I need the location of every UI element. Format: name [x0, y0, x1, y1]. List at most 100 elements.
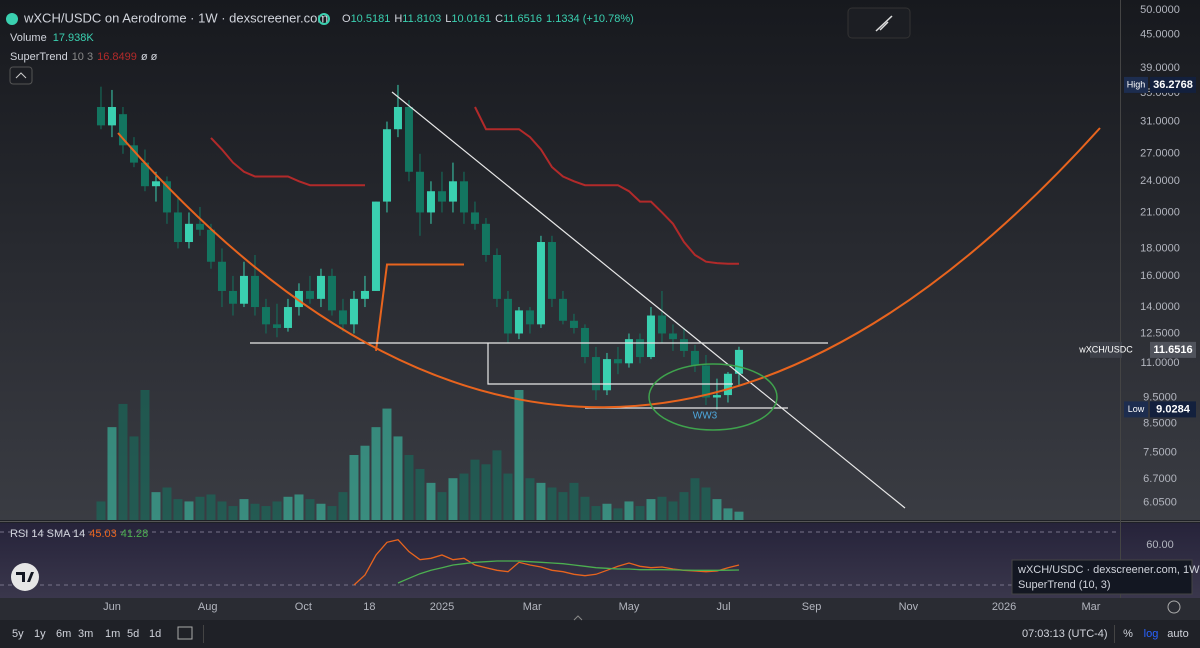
- arc-drawing[interactable]: [117, 127, 1101, 409]
- volume-bar: [481, 464, 491, 520]
- volume-bar: [173, 499, 183, 520]
- volume-name: Volume: [10, 32, 47, 44]
- candle-body: [690, 350, 699, 366]
- candle-body: [173, 212, 182, 243]
- x-tick-label: Aug: [198, 601, 218, 613]
- volume-bar: [536, 482, 546, 520]
- volume-bar: [437, 492, 447, 520]
- brush-icon: [875, 15, 893, 32]
- price-label-value: 11.6516: [1153, 344, 1192, 356]
- draw-toolbar[interactable]: [847, 7, 911, 39]
- volume-bar: [162, 487, 172, 520]
- collapse-button[interactable]: [9, 66, 33, 85]
- range-button[interactable]: 1y: [34, 628, 46, 640]
- expand-arrow[interactable]: [573, 615, 583, 621]
- y-tick-label: 11.0000: [1141, 357, 1180, 369]
- clock: 07:03:13 (UTC-4): [1022, 628, 1108, 640]
- supertrend-params: 10 3: [72, 51, 93, 63]
- settings-icon[interactable]: [1167, 600, 1181, 614]
- volume-bar: [250, 503, 260, 520]
- rsi-value: 45.03: [89, 528, 117, 540]
- candle-body: [250, 275, 259, 308]
- volume-bar: [591, 506, 601, 520]
- range-button[interactable]: 5d: [127, 628, 139, 640]
- y-tick-label: 18.0000: [1140, 242, 1180, 254]
- auto-toggle[interactable]: auto: [1167, 628, 1188, 640]
- candle-body: [107, 106, 116, 126]
- x-tick-label: 18: [363, 601, 375, 613]
- candle-body: [283, 307, 292, 328]
- volume-bar: [580, 496, 590, 520]
- y-tick-label: 9.5000: [1143, 391, 1177, 403]
- candle-body: [437, 191, 446, 202]
- candle-body: [228, 290, 237, 304]
- volume-bar: [206, 494, 216, 520]
- candle-body: [635, 339, 644, 358]
- ohlc-label: H: [394, 13, 402, 25]
- volume-bar: [151, 492, 161, 520]
- candle-body: [547, 242, 556, 299]
- tooltip-line: wXCH/USDC · dexscreener.com, 1W: [1017, 564, 1200, 576]
- range-button[interactable]: 5y: [12, 628, 24, 640]
- y-tick-label: 31.0000: [1140, 115, 1180, 127]
- chart-title: wXCH/USDC on Aerodrome · 1W · dexscreene…: [23, 10, 328, 25]
- tooltip-line: SuperTrend (10, 3): [1018, 579, 1111, 591]
- percent-toggle[interactable]: %: [1123, 628, 1133, 640]
- candle-body: [679, 339, 688, 351]
- price-label-name: Low: [1128, 404, 1145, 414]
- range-button[interactable]: 3m: [78, 628, 93, 640]
- candle-body: [448, 181, 457, 202]
- range-button[interactable]: 1d: [149, 628, 161, 640]
- range-button[interactable]: 1m: [105, 628, 120, 640]
- candle-body: [657, 315, 666, 334]
- ohlc-value: 10.0161: [451, 13, 491, 25]
- ohlc-value: 11.6516: [503, 13, 542, 25]
- y-tick-label: 39.0000: [1140, 62, 1180, 74]
- supertrend-value: 16.8499: [97, 51, 137, 63]
- x-tick-label: Nov: [899, 601, 919, 613]
- volume-bar: [382, 408, 392, 520]
- volume-bar: [184, 501, 194, 520]
- logo: [6, 13, 18, 25]
- calendar-icon[interactable]: [177, 626, 193, 640]
- y-tick-label: 6.0500: [1143, 497, 1177, 509]
- volume-bar: [96, 501, 106, 520]
- price-label-bg: [1150, 76, 1196, 93]
- volume-bar: [195, 496, 205, 520]
- volume-bar: [349, 455, 359, 520]
- volume-bar: [470, 459, 480, 520]
- x-tick-label: Jun: [103, 601, 121, 613]
- price-label-bg: [1090, 341, 1122, 358]
- candle-body: [415, 171, 424, 213]
- volume-layer: [96, 390, 744, 520]
- rsi-legend: RSI 14 SMA 14 45.03 41.28: [10, 528, 148, 540]
- eye-icon[interactable]: [318, 13, 330, 25]
- log-toggle[interactable]: log: [1144, 628, 1159, 640]
- volume-bar: [712, 499, 722, 520]
- volume-bar: [415, 468, 425, 520]
- ellipse-drawing[interactable]: [648, 363, 778, 431]
- candle-body: [602, 359, 611, 391]
- horizontal-line[interactable]: [487, 343, 733, 385]
- y-tick-label: 16.0000: [1140, 270, 1180, 282]
- candle-body: [492, 254, 501, 299]
- volume-bar: [569, 482, 579, 520]
- x-tick-label: 2026: [992, 601, 1016, 613]
- candle-body: [393, 106, 402, 130]
- volume-bar: [646, 499, 656, 520]
- candle-body: [382, 129, 391, 202]
- volume-bar: [701, 487, 711, 520]
- candle-body: [624, 339, 633, 364]
- supertrend-layer: [210, 106, 739, 352]
- volume-bar: [690, 478, 700, 520]
- range-button[interactable]: 6m: [56, 628, 71, 640]
- candle-body: [470, 212, 479, 224]
- y-tick-label: 45.0000: [1140, 29, 1180, 41]
- candle-body: [206, 229, 215, 262]
- candle-body: [569, 320, 578, 328]
- trendline[interactable]: [391, 91, 906, 509]
- volume-bar: [492, 450, 502, 520]
- rsi-tick-label: 60.00: [1146, 539, 1174, 551]
- tooltip: [1011, 559, 1193, 595]
